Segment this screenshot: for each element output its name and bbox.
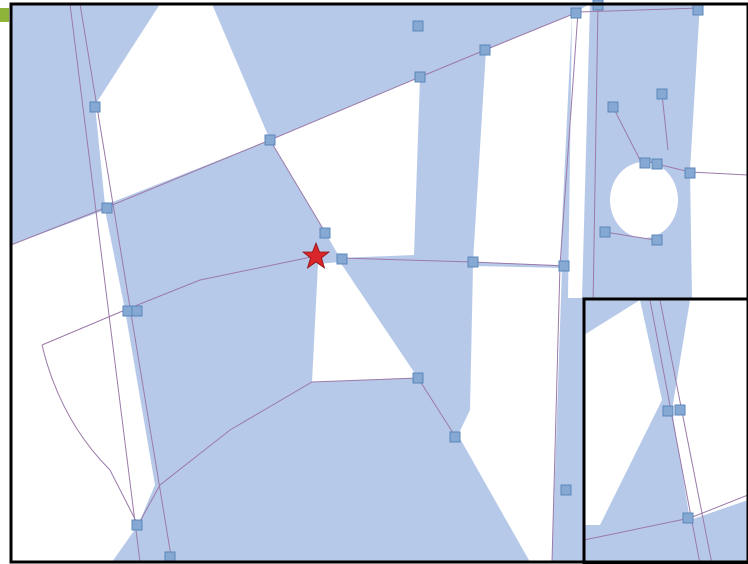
node-marker xyxy=(264,134,276,146)
white-region xyxy=(610,162,678,238)
node-marker xyxy=(131,305,143,317)
node-marker xyxy=(684,167,696,179)
inset-frame xyxy=(582,297,748,564)
white-region xyxy=(11,210,155,562)
node-marker xyxy=(560,484,572,496)
map-frame xyxy=(9,2,748,564)
node-marker xyxy=(89,101,101,113)
white-region xyxy=(473,14,572,265)
white-region xyxy=(458,266,562,562)
node-marker xyxy=(656,88,668,100)
node-marker xyxy=(570,7,582,19)
node-marker xyxy=(414,71,426,83)
node-marker xyxy=(449,431,461,443)
node-marker xyxy=(599,226,611,238)
white-region xyxy=(672,300,748,520)
white-region xyxy=(584,300,662,525)
node-marker xyxy=(467,256,479,268)
inset-map xyxy=(582,297,748,564)
main-map xyxy=(10,3,748,563)
node-marker xyxy=(651,158,663,170)
node-marker xyxy=(692,4,704,16)
node-marker xyxy=(607,101,619,113)
road xyxy=(69,3,173,563)
node-marker xyxy=(319,227,331,239)
node-marker xyxy=(412,372,424,384)
node-marker xyxy=(682,512,694,524)
corner-tab xyxy=(0,8,9,22)
white-region xyxy=(690,4,748,298)
node-marker xyxy=(662,405,674,417)
white-region xyxy=(270,77,420,258)
location-star xyxy=(301,241,331,269)
node-marker xyxy=(336,253,348,265)
node-marker xyxy=(651,234,663,246)
node-marker xyxy=(412,20,424,32)
node-marker xyxy=(558,260,570,272)
node-marker xyxy=(479,44,491,56)
node-marker xyxy=(131,519,143,531)
node-marker xyxy=(101,202,113,214)
node-marker xyxy=(674,404,686,416)
white-region xyxy=(312,262,418,382)
node-marker xyxy=(639,157,651,169)
white-region xyxy=(95,4,270,205)
road xyxy=(41,344,139,526)
